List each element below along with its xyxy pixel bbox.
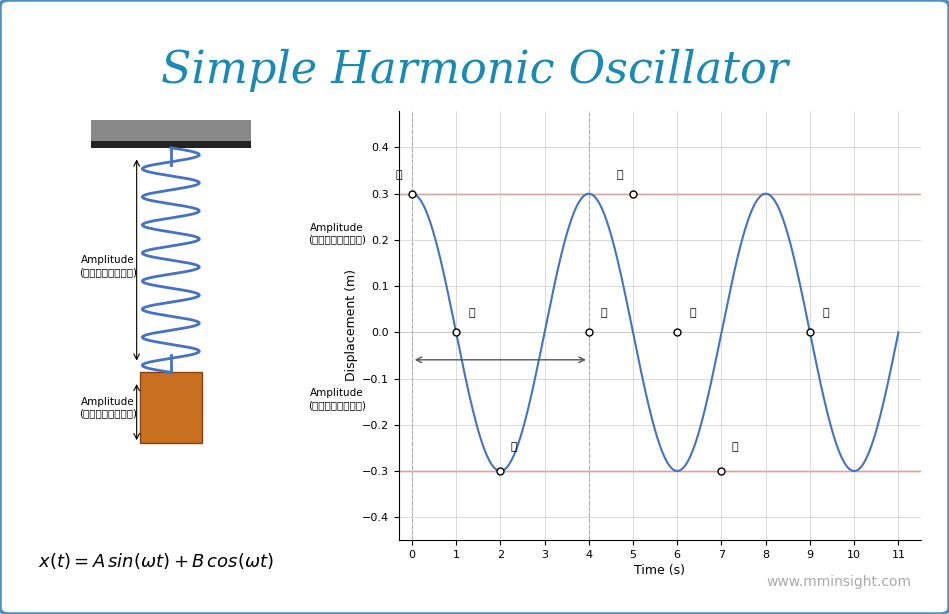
- Text: www.mminsight.com: www.mminsight.com: [766, 575, 911, 589]
- Text: Amplitude
(လွှဲကျယ်): Amplitude (လွှဲကျယ်): [79, 397, 138, 419]
- Text: ဆ: ဆ: [732, 442, 738, 452]
- Text: Amplitude
(လွှဲကျယ်): Amplitude (လွှဲကျယ်): [79, 255, 138, 277]
- Text: ဃ: ဃ: [601, 308, 607, 318]
- Text: ဇ: ဇ: [822, 308, 828, 318]
- Text: စ: စ: [689, 308, 696, 318]
- Text: Simple Harmonic Oscillator: Simple Harmonic Oscillator: [161, 49, 788, 92]
- Text: Amplitude
(လွှဲကျယ်): Amplitude (လွှဲကျယ်): [307, 388, 366, 410]
- Bar: [91, 141, 251, 148]
- Bar: [140, 372, 202, 443]
- Text: င: င: [617, 169, 623, 179]
- Text: က: က: [396, 169, 401, 179]
- Y-axis label: Displacement (m): Displacement (m): [344, 270, 358, 381]
- Text: ခ: ခ: [468, 308, 474, 318]
- X-axis label: Time (s): Time (s): [634, 564, 685, 577]
- Text: ဂ: ဂ: [511, 442, 517, 452]
- Bar: [91, 120, 251, 142]
- Text: Amplitude
(လွှဲကျယ်): Amplitude (လွှဲကျယ်): [307, 222, 366, 244]
- Text: $x(t) = A\,sin(\omega t) + B\,cos(\omega t)$: $x(t) = A\,sin(\omega t) + B\,cos(\omega…: [38, 551, 273, 571]
